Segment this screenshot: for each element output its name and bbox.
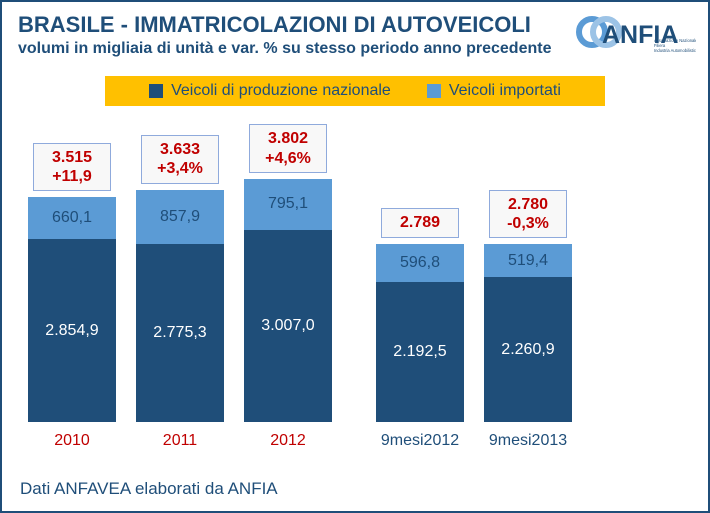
legend-item-imported: Veicoli importati xyxy=(427,82,561,100)
svg-text:ANFIA: ANFIA xyxy=(602,21,678,49)
bar-column: 3.802+4,6% 3.007,0795,1 2012 xyxy=(234,124,342,450)
legend-item-national: Veicoli di produzione nazionale xyxy=(149,82,391,100)
swatch-national xyxy=(149,84,163,98)
bar-column: 2.780-0,3% 2.260,9519,4 9mesi2013 xyxy=(474,190,582,450)
bar-stack: 3.007,0795,1 xyxy=(244,179,332,422)
segment-imported: 660,1 xyxy=(28,197,116,239)
legend-label-imported: Veicoli importati xyxy=(449,82,561,100)
x-axis-label: 9mesi2013 xyxy=(489,432,567,450)
total-box: 2.789 xyxy=(381,208,459,237)
segment-national: 2.775,3 xyxy=(136,244,224,422)
anfia-logo: ANFIA Associazione Nazionale Filiera Ind… xyxy=(576,8,696,64)
bar-column: 2.789 2.192,5596,8 9mesi2012 xyxy=(366,208,474,450)
segment-imported: 795,1 xyxy=(244,179,332,230)
chart-card: ANFIA Associazione Nazionale Filiera Ind… xyxy=(0,0,710,513)
segment-imported: 596,8 xyxy=(376,244,464,282)
source-footer: Dati ANFAVEA elaborati da ANFIA xyxy=(20,479,278,499)
x-axis-label: 2011 xyxy=(163,432,197,450)
segment-national: 2.192,5 xyxy=(376,282,464,422)
bar-column: 3.515+11,9 2.854,9660,1 2010 xyxy=(18,143,126,450)
segment-imported: 519,4 xyxy=(484,244,572,277)
segment-national: 2.854,9 xyxy=(28,239,116,422)
total-box: 3.802+4,6% xyxy=(249,124,327,172)
segment-national: 2.260,9 xyxy=(484,277,572,422)
total-box: 3.633+3,4% xyxy=(141,135,219,183)
svg-text:Industria Automobilistica: Industria Automobilistica xyxy=(654,48,696,53)
bar-stack: 2.192,5596,8 xyxy=(376,244,464,423)
bar-stack: 2.775,3857,9 xyxy=(136,190,224,423)
bar-stack: 2.260,9519,4 xyxy=(484,244,572,422)
x-axis-label: 2010 xyxy=(54,432,90,450)
x-axis-label: 9mesi2012 xyxy=(381,432,459,450)
total-box: 3.515+11,9 xyxy=(33,143,111,191)
segment-imported: 857,9 xyxy=(136,190,224,245)
bar-column: 3.633+3,4% 2.775,3857,9 2011 xyxy=(126,135,234,450)
x-axis-label: 2012 xyxy=(270,432,306,450)
total-box: 2.780-0,3% xyxy=(489,190,567,238)
legend: Veicoli di produzione nazionale Veicoli … xyxy=(105,76,605,106)
legend-label-national: Veicoli di produzione nazionale xyxy=(171,82,391,100)
bar-stack: 2.854,9660,1 xyxy=(28,197,116,422)
segment-national: 3.007,0 xyxy=(244,230,332,422)
bar-chart: 3.515+11,9 2.854,9660,1 2010 3.633+3,4% 2.77… xyxy=(18,120,692,450)
swatch-imported xyxy=(427,84,441,98)
